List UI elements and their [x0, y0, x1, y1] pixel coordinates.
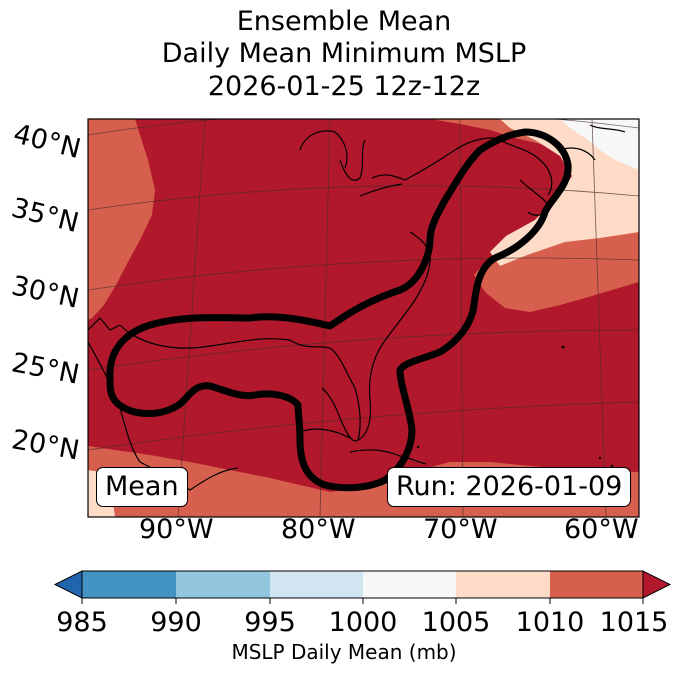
pressure-fill-1010-1015-west: [88, 119, 155, 320]
colorbar-tick-marks: [81, 598, 644, 604]
lon-label-60w: 60°W: [564, 514, 639, 545]
colorbar-tick-label: 1000: [328, 607, 398, 638]
colorbar-tick-label: 990: [150, 607, 202, 638]
colorbar-segment-1010-1015: [550, 571, 643, 598]
map-frame: [87, 118, 640, 518]
colorbar-tick-label: 1015: [599, 607, 669, 638]
lon-label-70w: 70°W: [423, 514, 498, 545]
coastlines: [88, 124, 626, 491]
panel-label-run-date: Run: 2026-01-09: [387, 467, 632, 507]
colorbar-tick-label: 985: [56, 607, 108, 638]
title-line-2: Daily Mean Minimum MSLP: [161, 38, 527, 69]
threshold-contour: [106, 128, 572, 492]
pressure-fill-1000-1005-east: [560, 119, 639, 170]
colorbar-segment-985-990: [82, 571, 176, 598]
colorbar-over-arrow: [642, 570, 672, 599]
map-area: [88, 119, 639, 517]
lon-label-90w: 90°W: [139, 514, 214, 545]
colorbar-tick-label: 1010: [515, 607, 585, 638]
title-line-3: 2026-01-25 12z-12z: [207, 71, 481, 102]
colorbar-segment-995-1000: [270, 571, 363, 598]
pressure-fill-1005-1010-east: [490, 119, 639, 266]
panel-label-mean: Mean: [96, 467, 188, 507]
colorbar-segment-990-995: [176, 571, 270, 598]
colorbar-axis-label: MSLP Daily Mean (mb): [231, 640, 457, 664]
colorbar: [53, 570, 672, 604]
colorbar-segment-1005-1010: [456, 571, 550, 598]
colorbar-under-arrow: [53, 570, 83, 599]
colorbar-tick-label: 1005: [421, 607, 491, 638]
lon-label-80w: 80°W: [281, 514, 356, 545]
colorbar-segment-1000-1005: [363, 571, 456, 598]
title-line-1: Ensemble Mean: [236, 6, 452, 37]
colorbar-tick-label: 995: [244, 607, 296, 638]
